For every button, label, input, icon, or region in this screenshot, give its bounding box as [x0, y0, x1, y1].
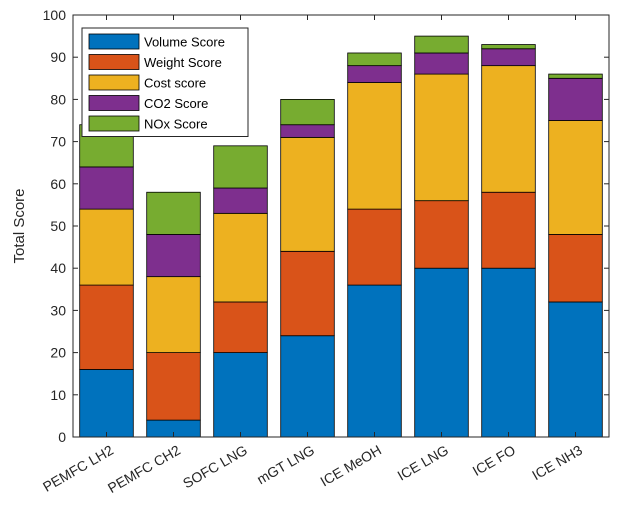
legend-entry: Cost score [144, 76, 206, 91]
bar-segment-4-7 [481, 48, 536, 67]
y-tick-label: 60 [50, 176, 66, 192]
bar-segment-2-1 [79, 284, 134, 370]
bar-segment-2-4 [280, 250, 335, 337]
legend: Volume Score Weight Score Cost score CO2 Sc… [81, 27, 249, 137]
bar-segment-1-3 [213, 352, 268, 438]
y-axis-ticks: 0 10 20 30 40 50 60 70 80 90 100 [43, 7, 609, 445]
x-tick-label: ICE NH3 [529, 442, 585, 484]
y-axis-title: Total Score [11, 188, 28, 263]
y-tick-label: 30 [50, 302, 66, 318]
bar-segment-3-1 [79, 208, 134, 286]
bar-segment-3-7 [481, 65, 536, 193]
legend-entry: NOx Score [144, 117, 208, 132]
y-tick-label: 80 [50, 91, 66, 107]
legend-swatch [88, 115, 140, 132]
bar-segment-4-4 [280, 124, 335, 138]
x-tick-label: ICE LNG [394, 442, 451, 484]
bar-segment-4-3 [213, 187, 268, 214]
bar-segment-3-8 [548, 120, 603, 235]
legend-swatch [88, 33, 140, 50]
bar-segment-4-5 [347, 65, 402, 83]
bar-segment-2-5 [347, 208, 402, 286]
y-tick-label: 100 [43, 7, 67, 23]
bar-segment-1-8 [548, 301, 603, 438]
legend-swatch [88, 74, 140, 91]
x-tick-label: PEMFC LH2 [40, 442, 116, 495]
bar-segment-4-1 [79, 166, 134, 210]
x-tick-label: PEMFC CH2 [105, 442, 183, 496]
bar-segment-1-1 [79, 369, 134, 438]
bar-segment-4-6 [414, 52, 469, 75]
y-tick-label: 90 [50, 49, 66, 65]
bar-segment-1-4 [280, 335, 335, 438]
legend-swatch [88, 54, 140, 70]
bar-segment-4-8 [548, 77, 603, 121]
bar-segment-3-2 [146, 276, 201, 354]
bar-segment-5-6 [414, 35, 469, 54]
legend-entry: Volume Score [144, 35, 225, 50]
bar-segment-2-6 [414, 200, 469, 269]
x-tick-label: ICE MeOH [317, 442, 384, 490]
bar-segment-1-5 [347, 284, 402, 438]
y-tick-label: 40 [50, 260, 66, 276]
bar-segment-2-8 [548, 234, 603, 303]
bar-segment-5-2 [146, 191, 201, 235]
bar-segment-3-6 [414, 73, 469, 202]
bar-segment-5-7 [481, 44, 536, 50]
bar-segment-5-3 [213, 145, 268, 189]
bar-segment-1-6 [414, 267, 469, 438]
bar-segment-3-4 [280, 136, 335, 252]
bar-segment-4-2 [146, 234, 201, 278]
bar-segment-2-2 [146, 352, 201, 421]
y-tick-label: 20 [50, 345, 66, 361]
bar-segment-3-5 [347, 82, 402, 210]
bars-layer [79, 35, 603, 438]
x-tick-label: SOFC LNG [180, 442, 250, 492]
bar-segment-5-8 [548, 73, 603, 79]
x-tick-label: ICE FO [470, 442, 519, 479]
y-tick-label: 0 [58, 429, 66, 445]
legend-swatch [88, 95, 140, 111]
bar-segment-5-4 [280, 99, 335, 126]
x-tick-label: mGT LNG [254, 442, 317, 488]
y-tick-label: 10 [50, 387, 66, 403]
bar-segment-2-3 [213, 301, 268, 353]
legend-entry: Weight Score [144, 55, 222, 70]
legend-entry: CO2 Score [144, 96, 208, 111]
bar-segment-3-3 [213, 212, 268, 303]
bar-segment-5-5 [347, 52, 402, 67]
y-tick-label: 70 [50, 134, 66, 150]
bar-segment-2-7 [481, 191, 536, 269]
bar-segment-1-7 [481, 267, 536, 438]
y-tick-label: 50 [50, 218, 66, 234]
